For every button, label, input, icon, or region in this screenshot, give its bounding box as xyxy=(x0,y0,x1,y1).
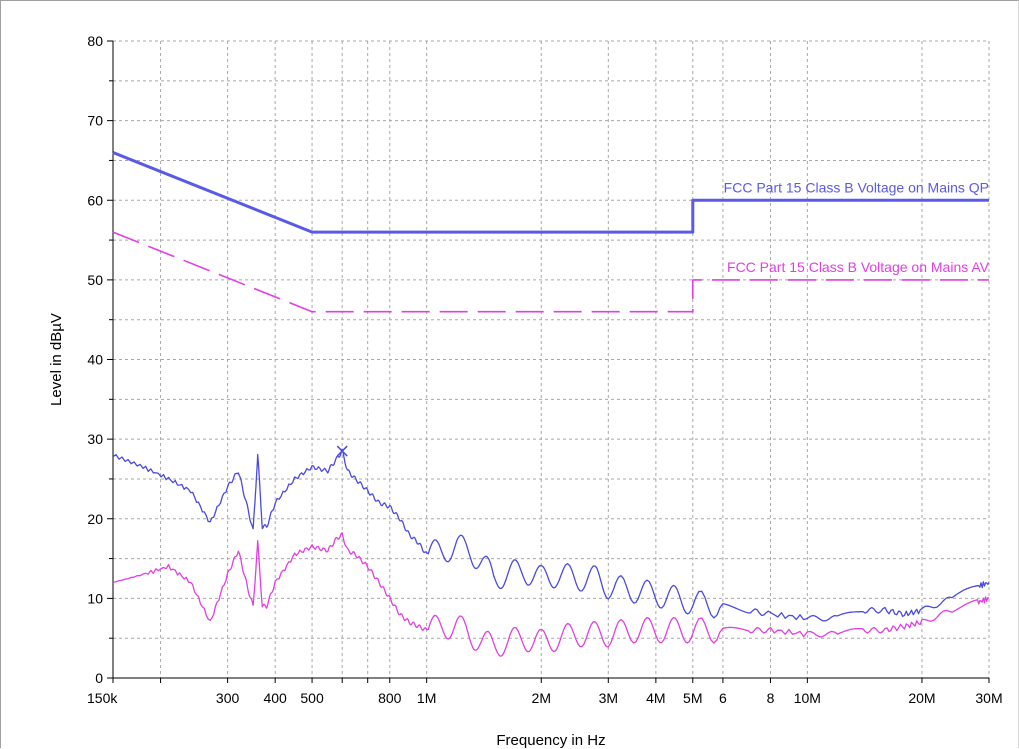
limit-labels: FCC Part 15 Class B Voltage on Mains QP F… xyxy=(724,179,990,275)
x-tick-label: 150k xyxy=(87,690,118,706)
measurement-trace-3 xyxy=(112,532,990,657)
y-tick-label: 80 xyxy=(87,33,103,49)
av-limit-label: FCC Part 15 Class B Voltage on Mains AV xyxy=(727,259,990,275)
x-tick-label: 6 xyxy=(719,690,727,706)
x-tick-label: 4M xyxy=(646,690,665,706)
y-axis-title: Level in dBµV xyxy=(48,313,65,406)
y-tick-label: 20 xyxy=(87,511,103,527)
limit-line-1 xyxy=(112,231,989,313)
x-tick-label: 300 xyxy=(216,690,240,706)
y-tick-label: 40 xyxy=(87,352,103,368)
x-tick-label: 3M xyxy=(599,690,618,706)
x-tick-label: 8 xyxy=(767,690,775,706)
y-tick-label: 60 xyxy=(87,192,103,208)
qp-limit-label: FCC Part 15 Class B Voltage on Mains QP xyxy=(724,179,989,195)
x-tick-label: 10M xyxy=(794,690,821,706)
x-tick-label: 20M xyxy=(908,690,935,706)
y-tick-label: 70 xyxy=(87,113,103,129)
x-tick-labels: 150k 300 400 500 800 1M 2M 3M 4M 5M 6 8 10M 20M 30M xyxy=(87,690,1003,706)
x-tick-label: 30M xyxy=(975,690,1002,706)
y-tick-labels: 0 10 20 30 40 50 60 70 80 xyxy=(87,33,103,686)
grid xyxy=(112,40,990,678)
limit-line-0 xyxy=(112,151,989,234)
measurement-trace-2 xyxy=(112,448,990,622)
y-tick-label: 50 xyxy=(87,272,103,288)
x-tick-label: 400 xyxy=(263,690,287,706)
peak-marker xyxy=(336,445,348,457)
axes xyxy=(107,40,990,683)
x-tick-label: 1M xyxy=(417,690,436,706)
series-group xyxy=(112,151,990,657)
x-tick-label: 2M xyxy=(532,690,551,706)
x-tick-label: 5M xyxy=(683,690,702,706)
y-tick-label: 10 xyxy=(87,590,103,606)
x-tick-label: 500 xyxy=(300,690,324,706)
x-axis-title: Frequency in Hz xyxy=(496,732,605,749)
y-tick-label: 0 xyxy=(95,670,103,686)
y-tick-label: 30 xyxy=(87,431,103,447)
x-tick-label: 800 xyxy=(378,690,402,706)
